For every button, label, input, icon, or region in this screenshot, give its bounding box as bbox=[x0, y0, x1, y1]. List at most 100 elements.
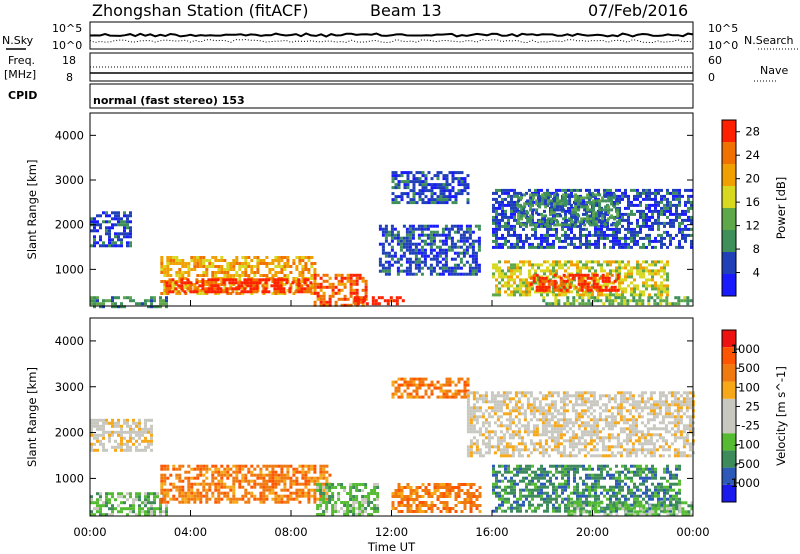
velocity-cell bbox=[442, 507, 446, 510]
power-cell bbox=[289, 271, 293, 274]
power-cell bbox=[471, 254, 475, 258]
power-cell bbox=[108, 235, 111, 239]
velocity-cell bbox=[606, 488, 609, 492]
velocity-cell bbox=[337, 498, 341, 501]
power-cell bbox=[304, 265, 308, 268]
velocity-cell bbox=[211, 473, 215, 477]
power-cell bbox=[235, 259, 239, 262]
velocity-cell bbox=[439, 486, 443, 489]
power-cell bbox=[654, 191, 657, 195]
power-cell bbox=[421, 180, 425, 184]
power-cell bbox=[675, 191, 678, 195]
velocity-cell bbox=[367, 501, 371, 504]
power-cell bbox=[690, 242, 693, 246]
velocity-cell bbox=[226, 485, 230, 489]
velocity-cell bbox=[141, 510, 144, 514]
velocity-cell bbox=[555, 470, 558, 474]
power-cell bbox=[453, 224, 457, 228]
velocity-cell bbox=[241, 464, 245, 468]
power-cell bbox=[550, 279, 554, 283]
power-cell bbox=[594, 203, 597, 207]
velocity-cell bbox=[561, 488, 564, 492]
power-cell bbox=[346, 303, 350, 307]
power-cell bbox=[537, 242, 540, 246]
velocity-cell bbox=[319, 464, 323, 468]
power-cell bbox=[474, 257, 478, 261]
power-cell bbox=[433, 201, 437, 205]
velocity-cell bbox=[114, 448, 117, 452]
power-cell bbox=[189, 290, 193, 294]
power-cell bbox=[592, 276, 596, 280]
power-cell bbox=[525, 281, 528, 285]
power-cell bbox=[400, 198, 404, 202]
power-cell bbox=[436, 183, 440, 187]
velocity-cell bbox=[199, 473, 203, 477]
power-cell bbox=[544, 196, 548, 200]
power-cell bbox=[384, 230, 388, 234]
velocity-cell bbox=[397, 395, 401, 399]
velocity-cell bbox=[144, 427, 147, 431]
velocity-cell bbox=[274, 464, 278, 468]
velocity-cell bbox=[591, 494, 594, 498]
power-cell bbox=[624, 266, 627, 270]
velocity-cell bbox=[460, 501, 464, 504]
power-cell bbox=[282, 278, 286, 282]
power-cell bbox=[579, 242, 582, 246]
velocity-cell bbox=[573, 491, 576, 495]
power-cell bbox=[554, 296, 558, 300]
velocity-cell bbox=[504, 467, 507, 471]
velocity-cell bbox=[199, 491, 203, 495]
power-cell bbox=[187, 274, 191, 277]
power-cell bbox=[544, 202, 548, 206]
power-cell bbox=[520, 214, 524, 218]
power-cell bbox=[549, 269, 552, 273]
power-cell bbox=[193, 259, 197, 262]
velocity-cell bbox=[427, 383, 431, 387]
power-cell bbox=[187, 271, 191, 274]
velocity-cell bbox=[108, 433, 111, 437]
velocity-cell bbox=[504, 491, 507, 495]
power-cell bbox=[639, 275, 642, 279]
velocity-cell bbox=[334, 501, 338, 504]
velocity-cell bbox=[111, 418, 114, 422]
power-cell bbox=[648, 206, 651, 210]
velocity-cell bbox=[466, 380, 470, 384]
power-cell bbox=[243, 290, 247, 294]
velocity-cell bbox=[469, 507, 473, 510]
power-cell bbox=[381, 248, 385, 252]
power-cell bbox=[546, 227, 549, 231]
power-cell bbox=[504, 284, 507, 288]
velocity-cell bbox=[325, 497, 329, 501]
power-cell bbox=[445, 180, 449, 184]
velocity-cell bbox=[409, 492, 413, 495]
velocity-cell bbox=[460, 395, 464, 399]
power-cell bbox=[265, 283, 269, 286]
power-cell bbox=[162, 299, 165, 303]
velocity-cell bbox=[202, 479, 206, 483]
power-cell bbox=[231, 287, 235, 291]
velocity-cell bbox=[522, 467, 525, 471]
power-cell bbox=[217, 271, 221, 274]
power-cell bbox=[280, 265, 284, 268]
power-cell bbox=[408, 230, 412, 234]
power-cell bbox=[594, 287, 597, 291]
power-cell bbox=[540, 233, 543, 237]
velocity-cell bbox=[229, 467, 233, 471]
power-cell bbox=[405, 236, 409, 240]
velocity-cell bbox=[187, 491, 191, 495]
power-cell bbox=[457, 189, 461, 193]
velocity-cell bbox=[618, 488, 621, 492]
power-cell bbox=[564, 263, 567, 267]
power-cell bbox=[522, 284, 525, 288]
velocity-cell bbox=[193, 497, 197, 501]
power-cell bbox=[264, 281, 268, 285]
power-cell bbox=[663, 266, 666, 270]
power-cell bbox=[609, 272, 612, 276]
velocity-cell bbox=[618, 476, 621, 480]
velocity-cell bbox=[525, 482, 528, 486]
power-cell bbox=[495, 239, 498, 243]
power-cell bbox=[309, 290, 313, 294]
velocity-cell bbox=[319, 498, 323, 501]
power-cell bbox=[654, 218, 657, 222]
power-cell bbox=[660, 275, 663, 279]
